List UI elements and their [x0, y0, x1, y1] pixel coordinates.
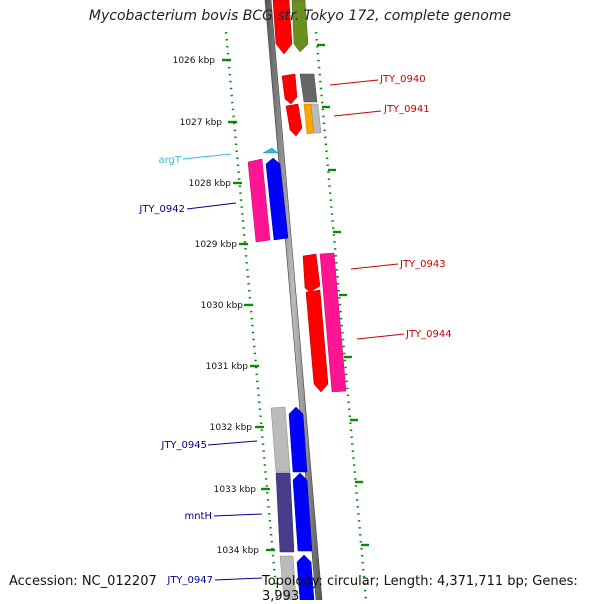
kbp-label: 1029 kbp	[195, 240, 238, 250]
gene-label-mntH[interactable]: mntH	[184, 511, 212, 522]
leader-line-JTY_0947	[214, 577, 263, 581]
kbp-label: 1027 kbp	[180, 118, 223, 128]
leader-line-argT	[182, 153, 232, 160]
gene-feature-grey[interactable]	[299, 73, 318, 103]
gene-feature-mntH[interactable]	[275, 472, 295, 553]
kbp-label: 1030 kbp	[201, 301, 244, 311]
gene-label-JTY_0944[interactable]: JTY_0944	[405, 329, 452, 340]
gene-labels: JTY_0940 JTY_0941 argT JTY_0942 JTY_0943…	[138, 74, 451, 586]
leader-line-JTY_0944	[356, 333, 405, 340]
gene-feature-JTY_0943[interactable]	[302, 253, 321, 293]
leader-line-JTY_0941	[333, 110, 382, 117]
gene-feature-JTY_0941[interactable]	[310, 103, 322, 134]
gene-feature-JTY_0940[interactable]	[281, 73, 298, 105]
leader-line-mntH	[213, 513, 263, 517]
kbp-label: 1032 kbp	[210, 423, 253, 433]
gene-feature-blue[interactable]	[292, 472, 313, 552]
gene-feature-red[interactable]	[272, 0, 293, 55]
kbp-label: 1026 kbp	[173, 56, 216, 66]
leader-line-JTY_0945	[207, 440, 258, 446]
gene-label-JTY_0942[interactable]: JTY_0942	[138, 204, 185, 215]
gene-feature-grey-light[interactable]	[270, 406, 291, 473]
kbp-tick-labels: 1026 kbp 1027 kbp 1028 kbp 1029 kbp 1030…	[173, 56, 260, 556]
kbp-label: 1031 kbp	[206, 362, 249, 372]
outer-dotted-guide	[314, 31, 368, 601]
gene-feature-pink[interactable]	[247, 158, 271, 243]
gene-feature-red-long[interactable]	[305, 289, 329, 393]
gene-feature-red-small[interactable]	[285, 103, 303, 137]
leader-lines	[182, 79, 405, 581]
gene-feature-JTY_0945[interactable]	[288, 406, 308, 473]
gene-feature-argT[interactable]	[262, 147, 279, 154]
gene-feature-olive[interactable]	[291, 0, 309, 53]
leader-line-JTY_0943	[350, 263, 399, 270]
accession-text: Accession: NC_012207	[9, 574, 157, 589]
kbp-label: 1034 kbp	[217, 546, 260, 556]
leader-line-JTY_0940	[329, 79, 379, 86]
leader-line-JTY_0942	[186, 202, 237, 210]
gene-label-JTY_0941[interactable]: JTY_0941	[383, 104, 430, 115]
gene-feature-JTY_0942[interactable]	[265, 157, 289, 241]
kbp-label: 1033 kbp	[214, 485, 257, 495]
gene-features	[247, 0, 347, 601]
gene-feature-JTY_0944[interactable]	[319, 252, 347, 393]
gene-label-JTY_0940[interactable]: JTY_0940	[379, 74, 426, 85]
gene-label-JTY_0947[interactable]: JTY_0947	[166, 575, 213, 586]
kbp-label: 1028 kbp	[189, 179, 232, 189]
tick-marks	[222, 43, 369, 552]
gene-label-JTY_0945[interactable]: JTY_0945	[160, 440, 207, 451]
genome-title: Mycobacterium bovis BCG str. Tokyo 172, …	[88, 8, 512, 24]
gene-feature-JTY_0947[interactable]	[296, 554, 315, 601]
gene-label-JTY_0943[interactable]: JTY_0943	[399, 259, 446, 270]
gene-label-argT[interactable]: argT	[158, 155, 181, 166]
